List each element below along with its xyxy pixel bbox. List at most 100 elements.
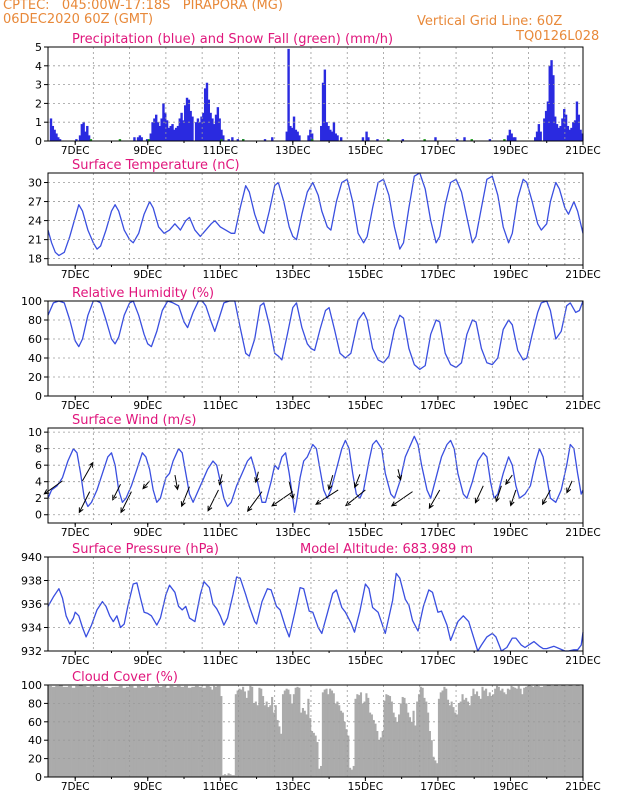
wind-direction-arrow (474, 485, 484, 504)
panel-6-cloud-cover: 0 20 40 60 80 100 7DEC 9DEC 11DEC 13DEC 15DEC 17DEC… (21, 670, 601, 793)
precip-bar (563, 109, 566, 141)
cloud-cover-bar (265, 701, 268, 777)
precip-bar (164, 112, 167, 141)
header-grid-note: Vertical Grid Line: 60Z (417, 14, 563, 29)
y-tick-label: 100 (21, 295, 42, 308)
cloud-cover-bar (96, 686, 101, 777)
x-tick-label: 17DEC (420, 527, 455, 539)
cloud-cover-bar (436, 763, 439, 777)
precip-bar (376, 139, 379, 141)
cloud-cover-bar (62, 686, 69, 777)
cloud-cover-bar (388, 696, 392, 777)
wind-direction-arrow (271, 491, 294, 507)
precip-bar (539, 131, 542, 141)
x-tick-label: 11DEC (203, 145, 238, 157)
precip-bar (196, 118, 200, 141)
cloud-cover-bar (223, 774, 227, 777)
wind-direction-arrow (120, 491, 132, 514)
cloud-cover-bar (521, 694, 524, 777)
y-tick-label: 1 (35, 116, 42, 129)
precip-bar (553, 116, 557, 141)
precip-bar (178, 118, 181, 141)
cloud-cover-bar (307, 698, 310, 777)
precip-bar (203, 88, 207, 141)
precip-bar (82, 122, 85, 141)
cloud-cover-bar (379, 737, 382, 777)
y-tick-label: 0 (35, 509, 42, 522)
x-tick-label: 7DEC (61, 269, 90, 281)
panel-5-surface-pressure-hpa: 932 934 936 938 940 7DEC 9DEC 11DEC 13DEC 15DEC 17… (21, 542, 601, 667)
cloud-cover-bar (345, 729, 348, 777)
cloud-cover-bar (361, 703, 364, 777)
snow-bar (470, 139, 473, 141)
x-tick-label: 13DEC (275, 400, 310, 412)
cloud-cover-bar (263, 705, 266, 777)
precip-bar (180, 112, 183, 141)
cloud-cover-bar (450, 701, 453, 777)
cloud-cover-bar (456, 714, 459, 777)
precip-bar (75, 139, 78, 141)
cloud-cover-bar (367, 697, 370, 777)
x-tick-label: 21DEC (565, 781, 600, 793)
y-tick-label: 24 (28, 215, 42, 228)
cloud-cover-bar (294, 687, 297, 777)
precip-bar (49, 118, 53, 141)
panel-2-surface-temperature-nc: 18 21 24 27 30 7DEC 9DEC 11DEC 13DEC 15DEC 17DEC 19… (28, 158, 601, 281)
precip-bar (149, 133, 152, 141)
cloud-cover-bar (405, 703, 408, 777)
precip-bar (220, 129, 223, 141)
cloud-cover-bar (173, 686, 178, 777)
cloud-cover-bar (260, 688, 263, 777)
precip-bar (136, 137, 140, 141)
cloud-cover-bar (503, 692, 506, 777)
cloud-cover-bar (416, 701, 419, 777)
y-tick-label: 18 (28, 253, 42, 266)
cloud-cover-bar (281, 694, 285, 777)
cloud-cover-bar (417, 694, 421, 777)
panel-4-title: Surface Wind (m/s) (72, 413, 196, 428)
x-tick-label: 21DEC (565, 269, 600, 281)
cloud-cover-bar (550, 685, 555, 777)
cloud-cover-bar (287, 689, 290, 777)
x-tick-label: 15DEC (348, 781, 383, 793)
cloud-cover-bar (111, 686, 116, 777)
cloud-cover-bar (258, 687, 261, 777)
precip-bar (151, 122, 154, 141)
wind-direction-arrow (566, 480, 573, 494)
cloud-cover-bar (423, 697, 426, 777)
cloud-cover-bar (407, 712, 410, 777)
precip-bar (86, 125, 89, 141)
cloud-cover-bar (262, 696, 265, 777)
precip-bar (165, 120, 169, 141)
cloud-cover-bar (58, 685, 63, 777)
panel-3-frame (47, 300, 584, 397)
panel-4-series-line (47, 435, 584, 513)
precip-bar (488, 139, 492, 141)
precip-bar (361, 137, 365, 141)
x-tick-label: 17DEC (420, 269, 455, 281)
precip-bar (191, 116, 194, 141)
cloud-cover-bar (312, 732, 315, 777)
panel-2-title: Surface Temperature (nC) (72, 158, 240, 173)
header-run-time: 06DEC2020 60Z (GMT) (3, 12, 154, 27)
cloud-cover-bar (350, 769, 353, 777)
x-tick-label: 7DEC (61, 655, 90, 667)
x-tick-label: 15DEC (348, 527, 383, 539)
precip-bar (214, 114, 218, 141)
precip-bar (561, 118, 564, 141)
y-tick-label: 30 (28, 177, 42, 190)
cloud-cover-bar (517, 685, 520, 777)
cloud-cover-bar (412, 710, 415, 777)
y-tick-label: 27 (28, 196, 42, 209)
cloud-cover-bar (240, 689, 243, 777)
wind-direction-arrow (505, 474, 513, 486)
cloud-cover-bar (325, 688, 328, 777)
precip-bar (216, 107, 220, 141)
cloud-cover-bar (514, 687, 517, 777)
cloud-cover-bar (184, 685, 188, 777)
cloud-cover-bar (524, 686, 528, 777)
x-tick-label: 19DEC (493, 400, 528, 412)
cloud-cover-bar (421, 687, 424, 777)
cloud-cover-bar (372, 719, 375, 777)
wind-direction-arrow (247, 491, 263, 513)
